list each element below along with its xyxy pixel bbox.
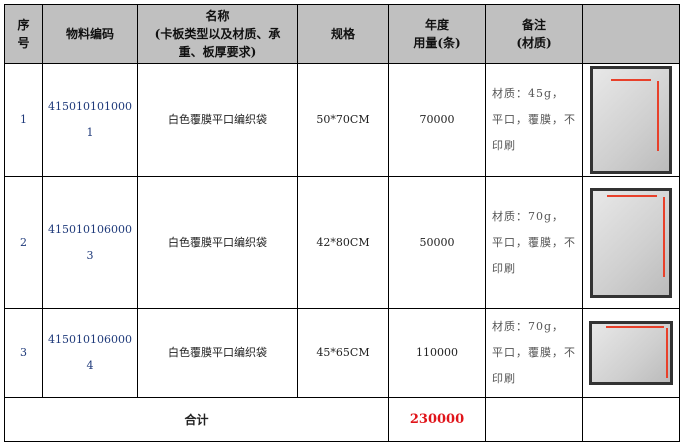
white-woven-bag-photo xyxy=(590,187,672,298)
total-qty: 230000 xyxy=(388,397,486,442)
code-cell: 415010101000 1 xyxy=(42,63,138,177)
qty-cell: 110000 xyxy=(388,308,486,398)
name-cell: 白色覆膜平口编织袋 xyxy=(137,63,298,177)
table-row: 1 415010101000 1 白色覆膜平口编织袋 50*70CM 70000… xyxy=(4,63,680,177)
header-name: 名称 (卡板类型以及材质、承重、板厚要求) xyxy=(137,4,298,64)
name-cell: 白色覆膜平口编织袋 xyxy=(137,308,298,398)
code-cell: 415010106000 3 xyxy=(42,176,138,309)
note-cell: 材质：45g，平口，覆膜，不印刷 xyxy=(485,63,583,177)
qty-cell: 50000 xyxy=(388,176,486,309)
name-cell: 白色覆膜平口编织袋 xyxy=(137,176,298,309)
header-seq: 序 号 xyxy=(4,4,43,64)
seq-cell: 2 xyxy=(4,176,43,309)
spec-cell: 45*65CM xyxy=(297,308,389,398)
spec-cell: 50*70CM xyxy=(297,63,389,177)
header-row: 序 号 物料编码 名称 (卡板类型以及材质、承重、板厚要求) 规格 年度 用量(… xyxy=(4,4,680,64)
qty-cell: 70000 xyxy=(388,63,486,177)
note-cell: 材质：70g，平口，覆膜，不印刷 xyxy=(485,308,583,398)
photo-cell xyxy=(582,176,680,309)
header-qty: 年度 用量(条) xyxy=(388,4,486,64)
total-label: 合计 xyxy=(4,397,389,442)
code-cell: 415010106000 4 xyxy=(42,308,138,398)
photo-cell xyxy=(582,308,680,398)
spec-cell: 42*80CM xyxy=(297,176,389,309)
total-note-empty xyxy=(485,397,583,442)
header-note: 备注 (材质) xyxy=(485,4,583,64)
materials-table: 序 号 物料编码 名称 (卡板类型以及材质、承重、板厚要求) 规格 年度 用量(… xyxy=(4,4,680,442)
seq-cell: 1 xyxy=(4,63,43,177)
table-row: 2 415010106000 3 白色覆膜平口编织袋 42*80CM 50000… xyxy=(4,176,680,309)
total-row: 合计 230000 xyxy=(4,397,680,442)
header-photo xyxy=(582,4,680,64)
seq-cell: 3 xyxy=(4,308,43,398)
white-woven-bag-photo xyxy=(589,321,673,385)
header-code: 物料编码 xyxy=(42,4,138,64)
total-photo-empty xyxy=(582,397,680,442)
white-woven-bag-photo xyxy=(590,66,672,174)
header-spec: 规格 xyxy=(297,4,389,64)
photo-cell xyxy=(582,63,680,177)
note-cell: 材质：70g，平口，覆膜，不印刷 xyxy=(485,176,583,309)
table-row: 3 415010106000 4 白色覆膜平口编织袋 45*65CM 11000… xyxy=(4,308,680,398)
